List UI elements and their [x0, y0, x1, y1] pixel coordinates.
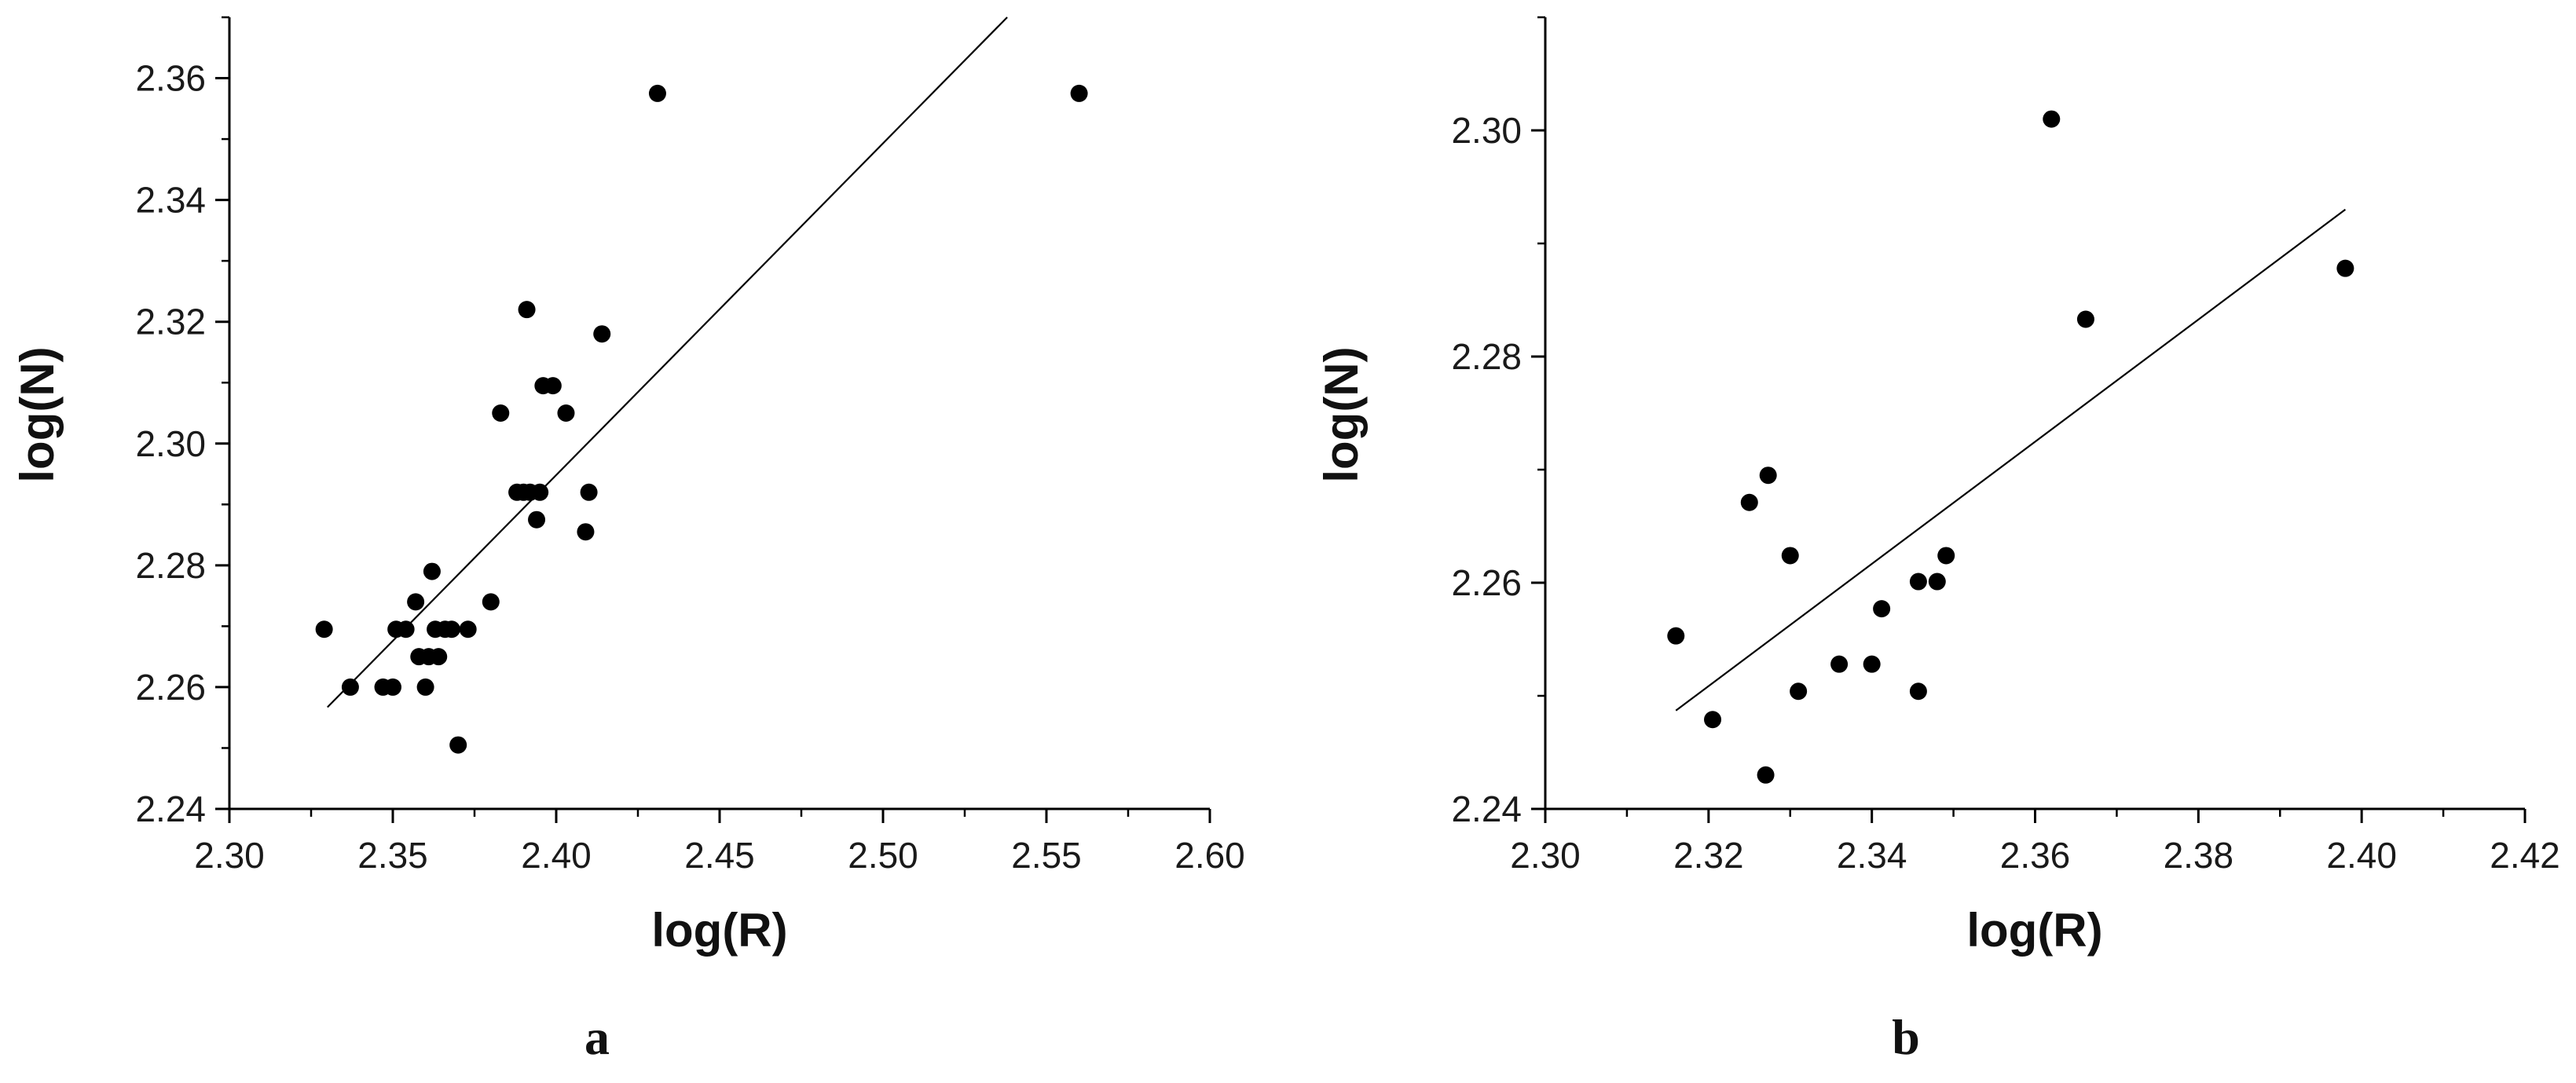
data-point: [449, 736, 467, 754]
data-point: [423, 562, 441, 580]
data-point: [648, 84, 666, 102]
x-tick-label: 2.34: [1837, 835, 1907, 876]
data-point: [528, 510, 546, 529]
data-point: [459, 620, 477, 638]
panel-label: b: [1892, 1009, 1920, 1065]
chart-panel-a: 2.30 2.35 2.40 2.45 2.50 2.55 2.60 2.24 2.26 2.28…: [11, 16, 1245, 1065]
x-tick-label: 2.50: [848, 835, 918, 876]
y-tick-label: 2.32: [135, 302, 206, 342]
regression-line: [1675, 208, 2347, 712]
y-tick-label: 2.36: [135, 58, 206, 99]
y-tick-label: 2.30: [135, 423, 206, 464]
data-point: [544, 377, 562, 395]
y-tick-label: 2.26: [135, 667, 206, 708]
data-point: [1790, 682, 1808, 701]
x-tick-label: 2.30: [194, 835, 265, 876]
x-tick-label: 2.40: [2326, 835, 2397, 876]
data-point: [397, 620, 415, 638]
data-point: [1830, 655, 1849, 673]
data-point: [1740, 493, 1758, 511]
data-point: [2043, 110, 2061, 128]
data-point: [492, 404, 510, 422]
data-point: [1759, 466, 1777, 485]
data-point: [593, 325, 611, 343]
data-point: [384, 678, 401, 696]
x-tick-label: 2.38: [2164, 835, 2234, 876]
data-point: [580, 483, 598, 501]
x-tick-label: 2.45: [684, 835, 755, 876]
y-tick-label: 2.28: [135, 545, 206, 586]
data-point: [2336, 259, 2354, 277]
panel-label: a: [584, 1009, 610, 1065]
chart-panel-b: 2.30 2.32 2.34 2.36 2.38 2.40 2.42 2.24 2.26 2.28…: [1315, 16, 2560, 1065]
x-tick-label: 2.35: [357, 835, 428, 876]
y-tick-label: 2.24: [1451, 788, 1522, 829]
y-tick-label: 2.26: [1451, 562, 1522, 603]
data-point: [557, 404, 575, 422]
y-tick-label: 2.24: [135, 788, 206, 829]
data-point: [1909, 682, 1927, 701]
y-tick-label: 2.34: [135, 180, 206, 221]
data-point: [1863, 655, 1881, 673]
x-tick-label: 2.55: [1011, 835, 1082, 876]
data-point: [1781, 547, 1799, 565]
data-point: [1757, 766, 1775, 784]
data-point: [1937, 547, 1955, 565]
data-point: [1909, 573, 1927, 591]
data-point: [315, 620, 333, 638]
data-point: [482, 593, 500, 611]
data-point: [577, 523, 595, 541]
y-axis-title: log(N): [11, 346, 64, 482]
x-tick-label: 2.32: [1673, 835, 1744, 876]
y-axis-title: log(N): [1315, 346, 1368, 482]
data-point: [1873, 600, 1891, 618]
data-point: [518, 301, 536, 319]
x-tick-label: 2.40: [521, 835, 592, 876]
x-tick-label: 2.30: [1510, 835, 1581, 876]
data-point: [416, 678, 434, 696]
data-point: [531, 483, 549, 501]
data-point: [341, 678, 359, 696]
data-point: [1667, 627, 1685, 645]
regression-line: [327, 16, 1008, 708]
data-point: [442, 620, 460, 638]
data-point: [1070, 84, 1088, 102]
y-tick-label: 2.30: [1451, 110, 1522, 151]
y-tick-label: 2.28: [1451, 336, 1522, 377]
data-point: [407, 593, 425, 611]
data-point: [1704, 711, 1722, 729]
data-point: [430, 648, 448, 666]
data-point: [1928, 573, 1946, 591]
x-tick-label: 2.60: [1174, 835, 1245, 876]
data-point: [2076, 310, 2094, 328]
x-axis-title: log(R): [1966, 904, 2102, 957]
x-tick-label: 2.42: [2490, 835, 2560, 876]
x-axis-title: log(R): [651, 904, 787, 957]
x-tick-label: 2.36: [2000, 835, 2071, 876]
